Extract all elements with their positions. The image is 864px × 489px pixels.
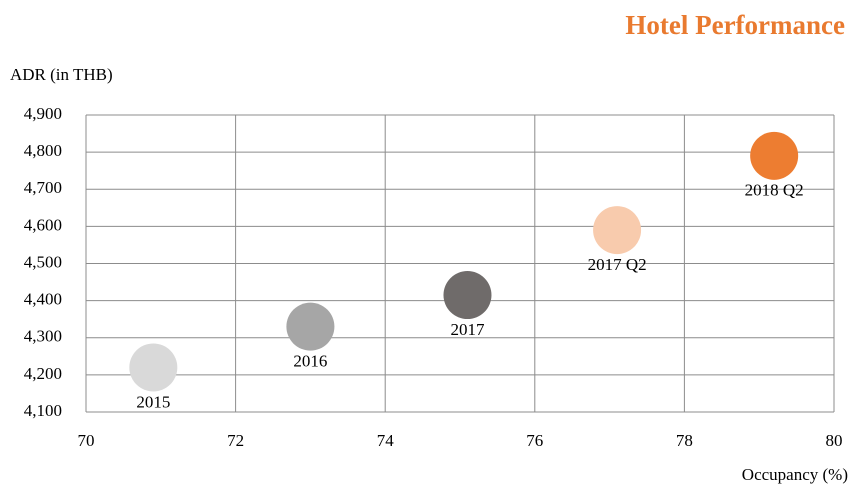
- point-label: 2018 Q2: [745, 181, 804, 200]
- chart-title: Hotel Performance: [625, 10, 845, 40]
- x-tick-label: 72: [227, 431, 244, 450]
- y-axis-label: ADR (in THB): [10, 65, 113, 84]
- x-tick-label: 74: [377, 431, 395, 450]
- y-tick-label: 4,900: [24, 104, 62, 123]
- bubble: [286, 302, 335, 351]
- point-label: 2017 Q2: [588, 255, 647, 274]
- x-tick-label: 80: [826, 431, 843, 450]
- y-tick-label: 4,500: [24, 252, 62, 271]
- y-tick-label: 4,100: [24, 401, 62, 420]
- x-axis-label: Occupancy (%): [742, 465, 848, 484]
- x-tick-label: 70: [78, 431, 95, 450]
- x-tick-label: 78: [676, 431, 693, 450]
- point-label: 2016: [293, 352, 327, 371]
- y-tick-label: 4,300: [24, 327, 62, 346]
- point-label: 2015: [136, 392, 170, 411]
- y-tick-label: 4,600: [24, 215, 62, 234]
- bubble: [750, 131, 799, 180]
- x-tick-label: 76: [526, 431, 543, 450]
- bubble: [443, 271, 492, 320]
- point-label: 2017: [450, 320, 485, 339]
- bubble: [129, 343, 178, 392]
- y-tick-label: 4,800: [24, 141, 62, 160]
- y-tick-label: 4,700: [24, 178, 62, 197]
- bubble: [593, 206, 642, 255]
- y-tick-label: 4,400: [24, 290, 62, 309]
- y-tick-label: 4,200: [24, 364, 62, 383]
